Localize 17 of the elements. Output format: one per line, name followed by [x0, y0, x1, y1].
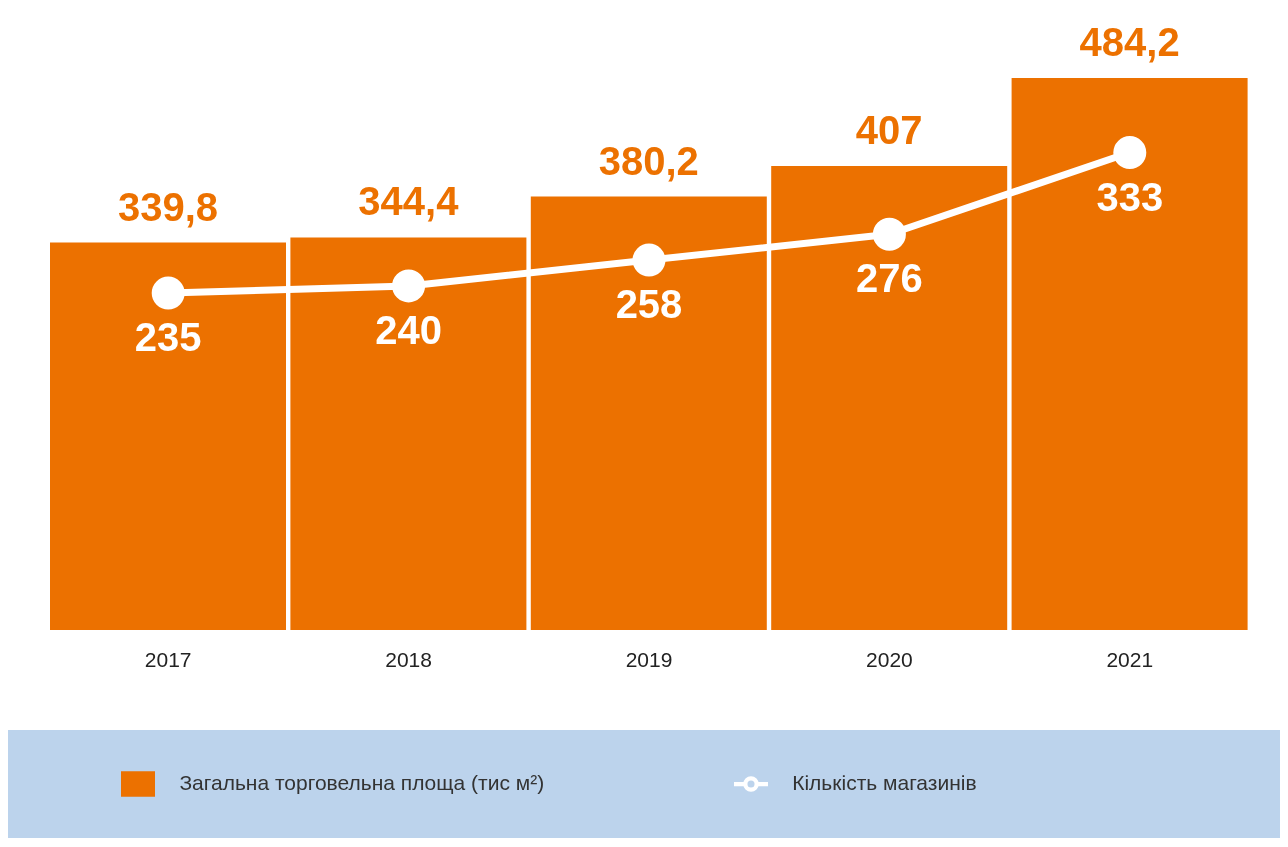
- data-label: 380,2: [598, 138, 699, 183]
- data-label: 240: [375, 307, 442, 352]
- legend-label: Загальна торговельна площа (тис м²): [179, 770, 545, 794]
- x-tick-label: 2017: [144, 647, 192, 671]
- data-label: 235: [134, 315, 202, 360]
- data-label: 407: [855, 108, 923, 153]
- data-label: 333: [1096, 174, 1164, 219]
- data-label: 339,8: [117, 184, 219, 229]
- x-tick-label: 2020: [866, 647, 913, 671]
- data-label: 258: [615, 282, 683, 327]
- x-tick-label: 2019: [625, 647, 673, 671]
- legend-label: Кількість магазинів: [792, 770, 977, 794]
- data-label: 484,2: [1079, 20, 1180, 64]
- x-tick-label: 2018: [385, 647, 432, 671]
- data-label: 276: [856, 256, 923, 301]
- x-tick-label: 2021: [1106, 647, 1154, 671]
- data-label: 344,4: [358, 179, 460, 224]
